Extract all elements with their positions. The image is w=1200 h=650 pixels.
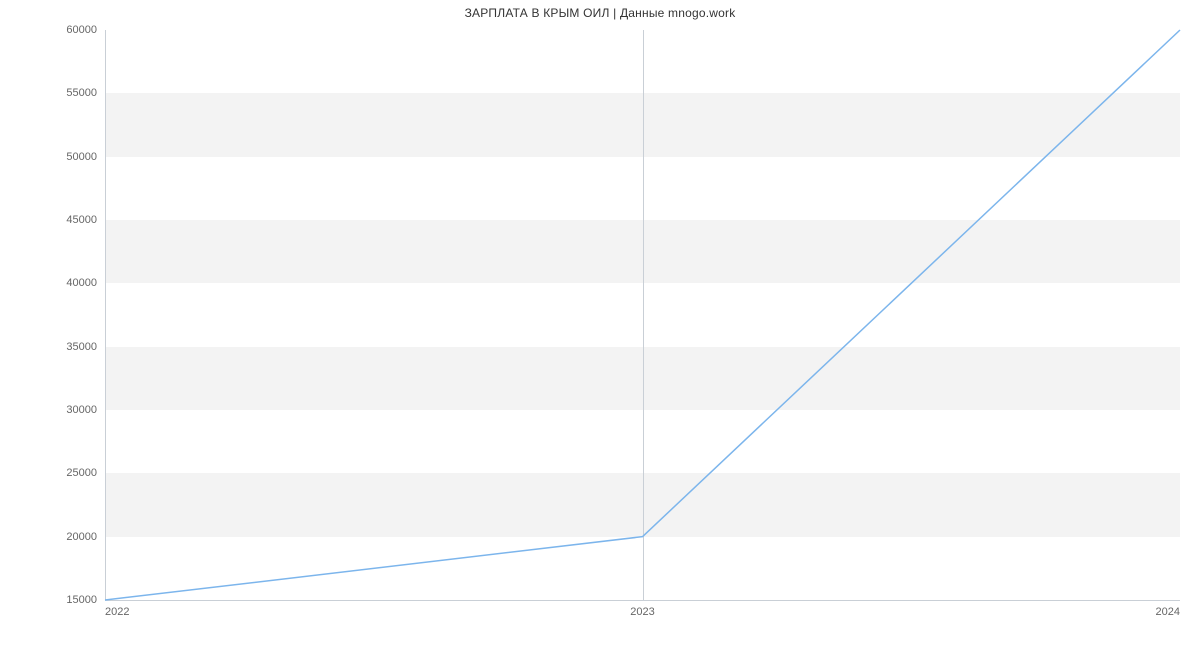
y-tick-label: 55000 [66,87,105,99]
series-line [105,30,1180,600]
x-axis-line [105,600,1180,601]
x-tick-label: 2023 [630,600,654,618]
y-tick-label: 25000 [66,467,105,479]
x-tick-label: 2022 [105,600,129,618]
y-tick-label: 60000 [66,24,105,36]
y-tick-label: 40000 [66,277,105,289]
x-tick-label: 2024 [1156,600,1180,618]
y-tick-label: 50000 [66,151,105,163]
y-tick-label: 20000 [66,531,105,543]
chart-title: ЗАРПЛАТА В КРЫМ ОИЛ | Данные mnogo.work [0,6,1200,20]
y-tick-label: 15000 [66,594,105,606]
y-tick-label: 35000 [66,341,105,353]
plot-area: 1500020000250003000035000400004500050000… [105,30,1180,600]
chart-container: ЗАРПЛАТА В КРЫМ ОИЛ | Данные mnogo.work … [0,0,1200,650]
y-tick-label: 45000 [66,214,105,226]
series-path [105,30,1180,600]
y-tick-label: 30000 [66,404,105,416]
